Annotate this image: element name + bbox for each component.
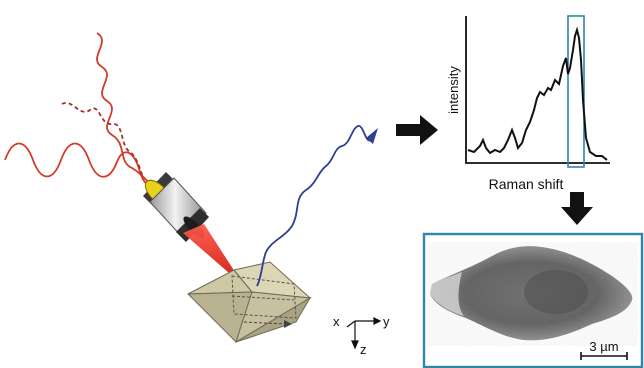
raman-spectrum <box>465 15 610 168</box>
scattered-wave-path <box>256 125 373 287</box>
arrow-down-icon <box>561 192 593 225</box>
raman-image-panel <box>422 232 644 368</box>
image-grain <box>428 242 638 346</box>
axis-z-label: z <box>360 342 367 357</box>
axis-z-arrowhead <box>351 340 359 350</box>
axis-x-label: x <box>333 314 340 329</box>
spectrum-ylabel: intensity <box>446 66 461 114</box>
axis-x-line <box>346 320 356 328</box>
spectrum-highlight-box <box>567 15 585 168</box>
scattered-wave-dashed <box>61 101 144 179</box>
excitation-waves <box>4 32 153 189</box>
crystal-inner-arrowhead <box>284 320 292 328</box>
axis-y-label: y <box>383 314 390 329</box>
coordinate-axes <box>346 317 382 350</box>
spectrum-xlabel: Raman shift <box>489 176 564 192</box>
scattered-wave <box>256 125 378 287</box>
spectrum-trace <box>467 26 608 161</box>
axis-y-arrowhead <box>373 317 382 325</box>
crystal-inner-line <box>231 295 295 301</box>
image-core <box>524 270 588 314</box>
spectrum-axes <box>465 16 610 164</box>
laser-beam <box>183 224 244 286</box>
crystal-inner-box <box>231 275 297 319</box>
scale-bar-label: 3 µm <box>589 339 618 354</box>
excitation-wave-upper <box>96 32 151 185</box>
crystal <box>186 261 312 344</box>
scattered-arrowhead <box>366 128 378 144</box>
excitation-wave-lower <box>4 142 153 189</box>
crystal-right-face <box>235 296 312 343</box>
crystal-inner-arrow <box>243 321 287 325</box>
arrow-right-icon <box>396 115 438 145</box>
